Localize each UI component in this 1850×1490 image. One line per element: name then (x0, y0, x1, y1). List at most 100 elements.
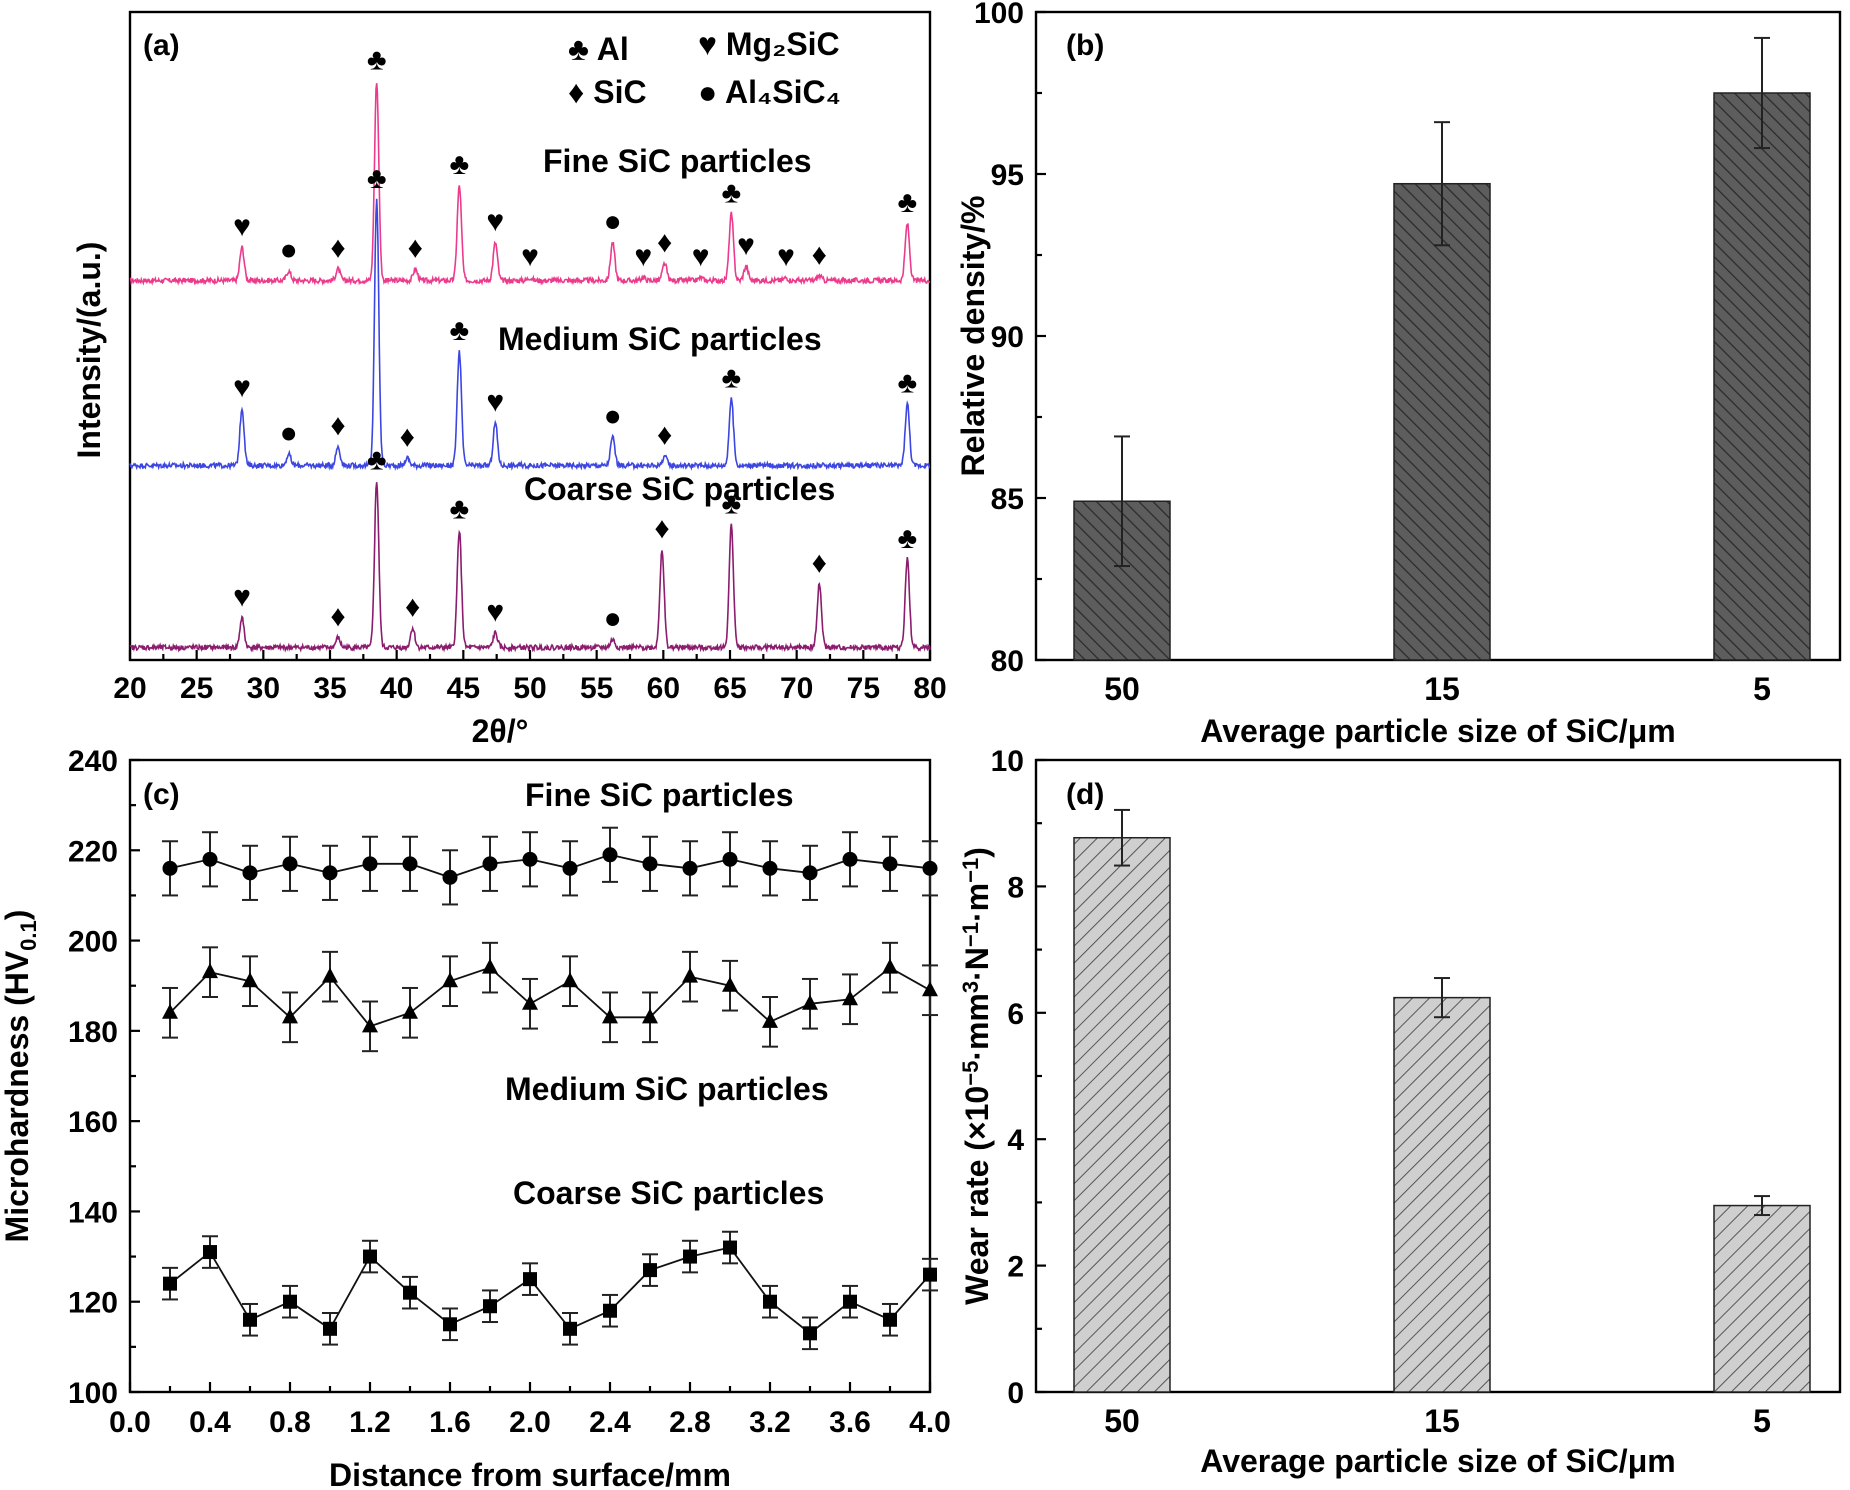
c-point-medium-13 (682, 967, 698, 983)
xrd-peak-marker-0-8: ● (604, 205, 622, 238)
panel-c-xlabel: Distance from surface/mm (329, 1457, 731, 1490)
xrd-peak-marker-0-10: ♦ (657, 226, 672, 259)
panel-d-ticks: 0 2 4 6 8 10 50 15 5 (991, 745, 1771, 1439)
c-ylabel-main: Microhardness (HV (0, 950, 35, 1242)
c-point-fine-6 (402, 856, 418, 872)
panel-b-ticks: 80 85 90 95 100 50 15 5 (974, 0, 1771, 707)
c-ylabel-end: ) (0, 910, 35, 921)
c-point-fine-12 (642, 856, 658, 872)
c-line-1 (169, 966, 931, 1028)
legend-sic-symbol: ♦ (568, 74, 584, 110)
c-point-fine-11 (602, 847, 618, 863)
c-xticklabel-3.2: 3.2 (749, 1406, 791, 1439)
xrd-peak-marker-2-0: ♥ (233, 581, 251, 614)
c-point-coarse-4 (323, 1321, 337, 1336)
c-point-coarse-17 (843, 1294, 857, 1309)
c-point-fine-4 (322, 865, 338, 881)
a-xticklabel-35: 35 (313, 672, 346, 705)
c-point-coarse-16 (803, 1326, 817, 1341)
a-xticklabel-80: 80 (913, 672, 946, 705)
c-point-fine-16 (802, 865, 818, 881)
xrd-peak-marker-0-5: ♣ (449, 148, 469, 181)
legend-mg2sic: ♥ Mg₂SiC (698, 26, 840, 62)
d-ylabel-8: ) (959, 847, 995, 858)
c-point-fine-9 (522, 851, 538, 867)
c-point-coarse-2 (243, 1312, 257, 1327)
d-yticklabel-4: 4 (1007, 1124, 1024, 1157)
panel-c-microhardness: 0.0 0.4 0.8 1.2 1.6 2.0 2.4 2.8 3.2 3.6 4.0 100 120 1… (0, 745, 951, 1490)
c-point-medium-17 (842, 990, 858, 1006)
c-point-fine-19 (922, 860, 938, 876)
a-xticklabel-55: 55 (580, 672, 613, 705)
c-ylabel-sub: 0.1 (16, 920, 41, 951)
b-yticklabel-80: 80 (991, 645, 1024, 678)
c-xticklabel-0.0: 0.0 (109, 1406, 151, 1439)
xrd-peak-marker-1-3: ♣ (367, 162, 387, 195)
c-point-coarse-18 (883, 1312, 897, 1327)
c-point-coarse-6 (403, 1285, 417, 1300)
xrd-peak-marker-1-6: ♥ (486, 385, 504, 418)
xrd-peak-marker-0-13: ♥ (737, 229, 755, 262)
b-yticklabel-90: 90 (991, 321, 1024, 354)
xrd-peak-marker-0-7: ♥ (521, 240, 539, 273)
c-yticklabel-100: 100 (68, 1377, 118, 1410)
a-xticklabel-75: 75 (847, 672, 880, 705)
d-bar-50 (1073, 836, 1171, 1393)
xrd-peak-marker-2-8: ♣ (721, 488, 741, 521)
panel-a-ylabel: Intensity/(a.u.) (71, 242, 107, 459)
series-label-fine: Fine SiC particles (543, 143, 812, 179)
xrd-peak-marker-2-6: ● (604, 602, 622, 635)
legend-sic: ♦ SiC (568, 74, 647, 110)
xrd-peak-marker-0-16: ♣ (897, 186, 917, 219)
d-yticklabel-8: 8 (1007, 871, 1024, 904)
xrd-peak-marker-1-4: ♦ (400, 420, 415, 453)
c-point-medium-8 (482, 958, 498, 974)
c-line-2 (169, 1246, 931, 1335)
legend-al-symbol: ♣ (568, 31, 589, 67)
panel-b-density: 80 85 90 95 100 50 15 5 (b) Average particle si… (955, 0, 1842, 749)
c-yticklabel-140: 140 (68, 1196, 118, 1229)
c-point-coarse-11 (603, 1303, 617, 1318)
xrd-peak-marker-2-7: ♦ (654, 512, 669, 545)
c-xticklabel-2.8: 2.8 (669, 1406, 711, 1439)
xrd-peak-marker-2-2: ♣ (367, 443, 387, 476)
c-point-coarse-5 (363, 1249, 377, 1264)
c-yticklabel-120: 120 (68, 1287, 118, 1320)
panel-b-label: (b) (1066, 29, 1104, 62)
d-xticklabel-5: 5 (1753, 1403, 1771, 1439)
xrd-curve-2 (129, 482, 931, 653)
c-point-medium-19 (922, 981, 938, 997)
b-xticklabel-50: 50 (1104, 671, 1140, 707)
d-xticklabel-15: 15 (1424, 1403, 1460, 1439)
panel-a-label: (a) (143, 29, 180, 62)
d-xticklabel-50: 50 (1104, 1403, 1140, 1439)
c-point-fine-2 (242, 865, 258, 881)
c-point-fine-15 (762, 860, 778, 876)
b-yticklabel-85: 85 (991, 483, 1024, 516)
xrd-curve-1 (129, 198, 931, 472)
c-point-fine-13 (682, 860, 698, 876)
d-yticklabel-10: 10 (991, 745, 1024, 778)
legend-al-label: Al (597, 31, 629, 67)
c-label-medium: Medium SiC particles (505, 1071, 829, 1107)
a-xticklabel-50: 50 (513, 672, 546, 705)
panel-a-xlabel: 2θ/° (472, 713, 529, 749)
c-point-medium-9 (522, 994, 538, 1010)
c-point-medium-0 (162, 1003, 178, 1019)
panel-d-wear-rate: 0 2 4 6 8 10 50 15 5 (d) Average particle size o… (958, 745, 1842, 1479)
panel-a-ticks: 20 25 30 35 40 45 50 55 60 65 70 75 80 (113, 650, 947, 705)
xrd-peak-marker-1-7: ● (604, 400, 622, 433)
a-xticklabel-70: 70 (780, 672, 813, 705)
d-yticklabel-0: 0 (1007, 1377, 1024, 1410)
d-ylabel-2: ·mm (959, 993, 995, 1061)
c-point-fine-10 (562, 860, 578, 876)
c-yticklabel-200: 200 (68, 926, 118, 959)
series-label-medium: Medium SiC particles (498, 321, 822, 357)
c-yticklabel-220: 220 (68, 835, 118, 868)
c-point-fine-8 (482, 856, 498, 872)
legend-sic-label: SiC (593, 74, 646, 110)
panel-d-bars (1073, 808, 1811, 1393)
xrd-peak-marker-2-1: ♦ (330, 600, 345, 633)
c-point-coarse-3 (283, 1294, 297, 1309)
xrd-peak-marker-1-5: ♣ (449, 314, 469, 347)
